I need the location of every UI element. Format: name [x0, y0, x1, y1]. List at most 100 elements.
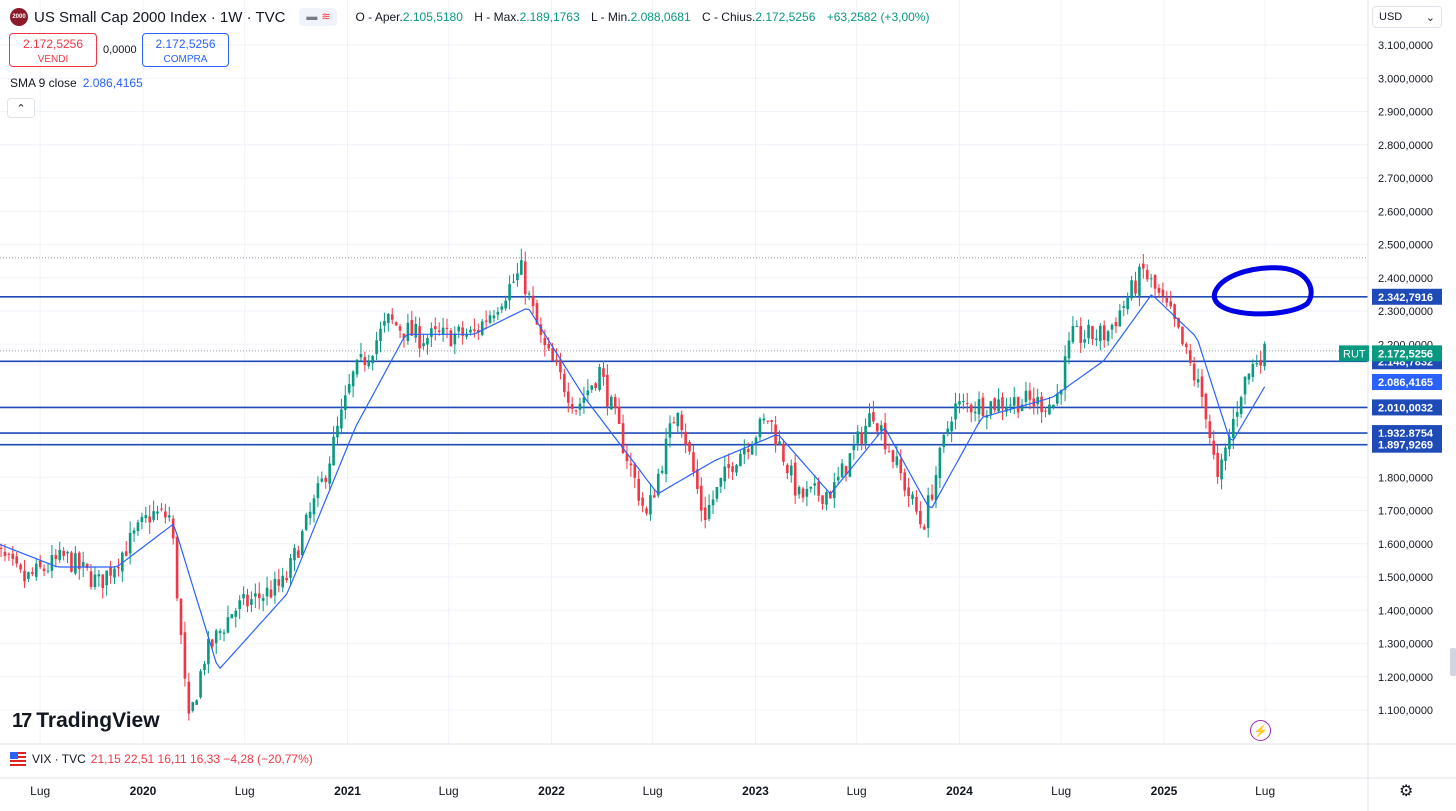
spread-value: 0,0000	[103, 44, 137, 56]
candle-body	[789, 465, 793, 476]
candle-body	[559, 359, 562, 373]
symbol-badge-bg	[1339, 345, 1369, 362]
candle-body	[586, 390, 590, 396]
candle-body	[42, 568, 46, 572]
candle-body	[257, 593, 261, 599]
annotation-ellipse	[1211, 265, 1314, 317]
candle-body	[1024, 390, 1028, 402]
low-label: L - Min.	[591, 10, 631, 24]
time-tick-label: 2023	[742, 784, 769, 798]
candle-body	[703, 507, 707, 521]
candle-body	[179, 598, 183, 636]
scrollbar-thumb[interactable]	[1450, 648, 1456, 676]
candle-body	[786, 464, 789, 474]
high-value: 2.189,1763	[519, 10, 580, 24]
candle-body	[1259, 360, 1262, 366]
candle-body	[238, 600, 241, 610]
candle-body	[488, 315, 492, 323]
symbol-title[interactable]: US Small Cap 2000 Index · 1W · TVC	[34, 8, 286, 26]
price-tick-label: 2.800,0000	[1378, 140, 1433, 152]
price-tick-label: 2.600,0000	[1378, 206, 1433, 218]
candle-body	[602, 368, 605, 377]
candle-body	[85, 563, 89, 568]
candle-body	[1208, 421, 1212, 438]
candle-body	[922, 526, 926, 530]
sell-price: 2.172,5256	[22, 37, 84, 51]
candle-body	[942, 434, 946, 448]
candle-body	[332, 436, 335, 466]
grid-lines	[0, 0, 1369, 744]
candle-body	[132, 530, 136, 534]
candle-body	[289, 557, 292, 578]
gear-icon[interactable]: ⚙	[1399, 783, 1414, 800]
lightning-icon[interactable]: ⚡	[1250, 720, 1271, 741]
candle-body	[594, 383, 597, 389]
currency-select[interactable]: USD ⌄	[1372, 6, 1442, 28]
candle-body	[1106, 331, 1110, 342]
symbol-logo[interactable]: 2000	[10, 8, 28, 26]
candle-body	[1239, 397, 1243, 415]
candle-body	[1181, 326, 1184, 345]
candle-body	[969, 404, 973, 413]
candle-body	[195, 700, 198, 705]
candle-body	[915, 497, 918, 512]
candle-body	[38, 560, 42, 568]
candle-body	[1263, 343, 1266, 367]
candle-body	[418, 326, 421, 349]
chart-style-toggle[interactable]: ▬ ≋	[299, 8, 338, 26]
candle-body	[433, 326, 437, 330]
candle-body	[1142, 263, 1145, 269]
candle-body	[1192, 363, 1196, 381]
price-tick-label: 1.800,0000	[1378, 472, 1433, 484]
candle-body	[1059, 390, 1063, 395]
candle-body	[410, 320, 414, 336]
candle-body	[997, 399, 1000, 412]
candle-body	[680, 414, 684, 431]
candle-body	[93, 574, 97, 588]
sell-label: VENDI	[37, 54, 69, 65]
tv-mark-icon: 17	[12, 709, 32, 732]
candle-body	[1153, 275, 1157, 289]
candle-body	[414, 324, 418, 338]
candle-body	[805, 488, 809, 497]
candle-body	[723, 466, 727, 482]
collapse-legend-button[interactable]: ⌃	[7, 98, 35, 118]
candle-body	[692, 452, 695, 472]
candle-body	[226, 617, 230, 633]
candle-body	[58, 549, 62, 560]
candle-body	[1052, 404, 1055, 408]
candle-body	[297, 550, 300, 558]
candle-body	[293, 547, 296, 561]
candle-body	[167, 515, 171, 518]
vix-pane-legend[interactable]: VIX · TVC 21,15 22,51 16,11 16,33 −4,28 …	[10, 752, 313, 766]
candle-body	[15, 556, 19, 564]
candle-body	[965, 403, 969, 405]
sell-button[interactable]: 2.172,5256 VENDI	[9, 33, 97, 67]
candle-body	[613, 397, 617, 409]
candle-body	[398, 326, 402, 331]
candle-body	[171, 518, 175, 539]
candle-body	[696, 469, 699, 489]
candle-body	[250, 599, 253, 605]
candle-body	[868, 413, 871, 427]
candle-body	[1157, 287, 1161, 293]
sma-legend[interactable]: SMA 9 close 2.086,4165	[10, 76, 143, 90]
candle-body	[1110, 324, 1114, 330]
tradingview-logo[interactable]: 17 TradingView	[12, 709, 160, 733]
candle-body	[504, 300, 507, 309]
price-tick-label: 1.500,0000	[1378, 572, 1433, 584]
buy-button[interactable]: 2.172,5256 COMPRA	[142, 33, 229, 67]
candle-body	[543, 337, 547, 346]
candle-body	[46, 570, 50, 572]
time-tick-label: 2022	[538, 784, 565, 798]
price-tick-label: 3.100,0000	[1378, 40, 1433, 52]
candle-body	[891, 450, 895, 462]
candle-body	[308, 511, 312, 519]
candle-body	[809, 486, 813, 489]
candle-body	[1114, 322, 1118, 327]
candle-body	[246, 594, 249, 607]
candle-body	[379, 328, 382, 342]
candle-body	[371, 356, 374, 364]
